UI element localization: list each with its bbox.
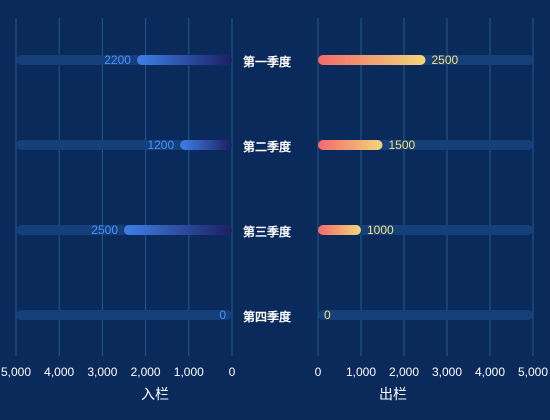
left-bar <box>180 140 232 150</box>
right-tick-label: 0 <box>315 365 322 379</box>
left-bar <box>136 55 232 65</box>
category-label: 第三季度 <box>243 224 292 239</box>
left-value-label: 2500 <box>91 223 118 237</box>
right-value-label: 1000 <box>367 223 394 237</box>
left-track <box>16 140 232 150</box>
left-value-label: 1200 <box>147 138 174 152</box>
left-tick-label: 1,000 <box>174 365 204 379</box>
category-label: 第一季度 <box>243 54 292 69</box>
labels: 5,000 4,000 3,000 2,000 1,000 0 0 1,000 2,000 3,0… <box>1 53 548 379</box>
right-bar <box>318 55 426 65</box>
right-tick-label: 5,000 <box>518 365 548 379</box>
grid-lines <box>15 18 534 356</box>
left-tick-label: 0 <box>229 365 236 379</box>
category-label: 第四季度 <box>243 309 292 324</box>
right-track <box>318 310 533 320</box>
left-tick-label: 5,000 <box>1 365 31 379</box>
bar-tracks <box>16 55 533 320</box>
left-value-label: 0 <box>219 308 226 322</box>
right-track <box>318 225 533 235</box>
right-tick-label: 3,000 <box>432 365 462 379</box>
left-tick-label: 4,000 <box>44 365 74 379</box>
right-value-label: 0 <box>324 308 331 322</box>
right-bar <box>318 225 361 235</box>
right-tick-label: 1,000 <box>346 365 376 379</box>
left-axis-title: 入栏 <box>141 387 169 403</box>
right-bar <box>318 140 383 150</box>
left-tick-label: 3,000 <box>87 365 117 379</box>
right-tick-label: 2,000 <box>389 365 419 379</box>
right-tick-label: 4,000 <box>475 365 505 379</box>
right-value-label: 1500 <box>389 138 416 152</box>
bars <box>124 55 426 235</box>
right-axis-title: 出栏 <box>379 387 407 403</box>
left-tick-label: 2,000 <box>131 365 161 379</box>
left-track <box>16 310 232 320</box>
left-value-label: 2200 <box>104 53 131 67</box>
category-label: 第二季度 <box>243 139 292 154</box>
right-value-label: 2500 <box>432 53 459 67</box>
left-bar <box>124 225 232 235</box>
